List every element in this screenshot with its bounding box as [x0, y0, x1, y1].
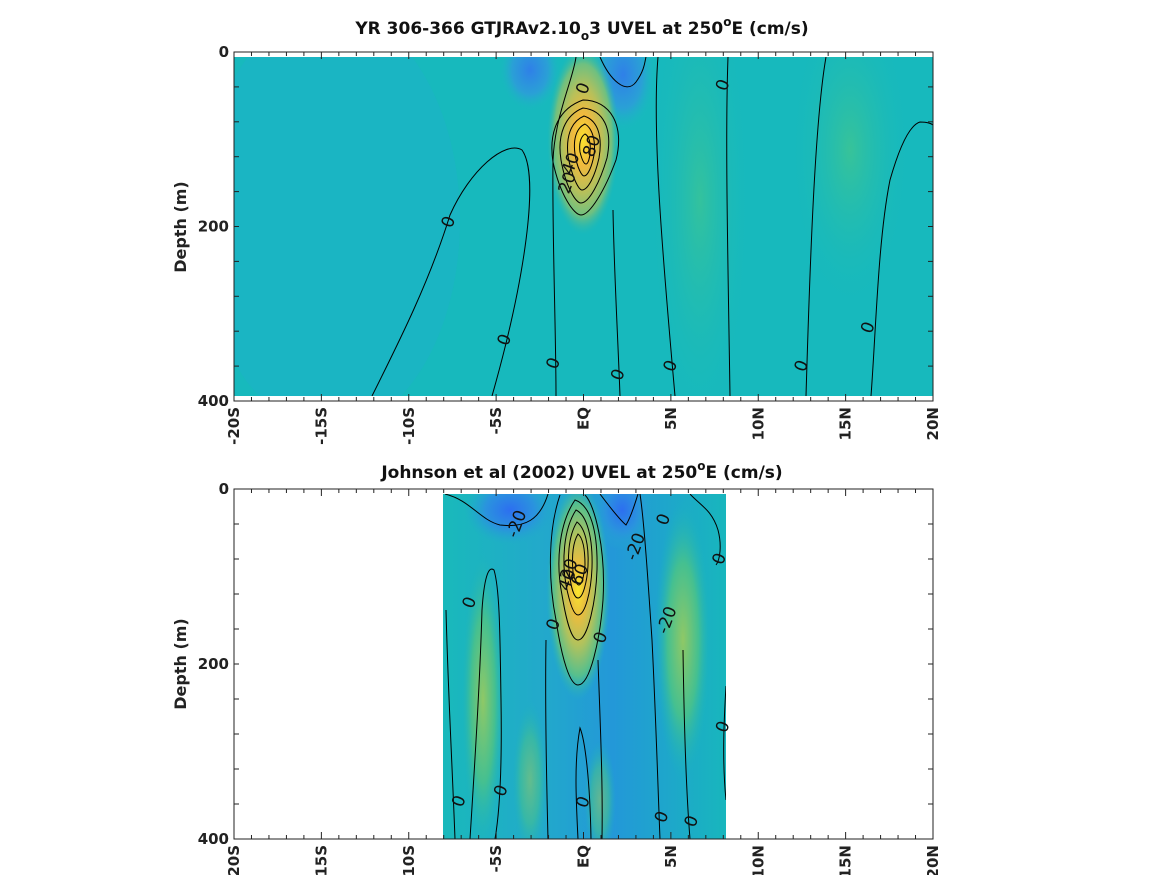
x-tick-label: -5S [487, 845, 505, 872]
x-tick-label: -15S [312, 845, 330, 875]
panel-1-ticks: -20S -15S -10S -5S EQ 5N 10N 15N 20N 0 200 400 [198, 43, 942, 445]
y-tick-label: 200 [198, 218, 229, 236]
x-tick-label: -20S [225, 407, 243, 445]
panel-2-ylabel: Depth (m) [171, 618, 190, 710]
x-tick-label: 20N [924, 407, 942, 440]
panel-1-velocity-field [234, 57, 933, 396]
y-tick-label: 0 [219, 43, 229, 61]
x-tick-label: 5N [662, 407, 680, 430]
y-tick-label: 400 [198, 392, 229, 410]
panel-2-title: Johnson et al (2002) UVEL at 250oE (cm/s… [380, 459, 782, 483]
x-tick-label: 10N [749, 845, 767, 875]
x-tick-label: -15S [312, 407, 330, 445]
panel-2-contours [444, 494, 726, 839]
y-tick-label: 200 [198, 655, 229, 673]
y-tick-label: 0 [219, 480, 229, 498]
panel-2-ticks: -20S -15S -10S -5S EQ 5N 10N 15N 20N 0 200 400 [198, 480, 942, 875]
y-tick-label: 400 [198, 830, 229, 848]
x-tick-label: 15N [837, 845, 855, 875]
x-tick-label: 5N [662, 845, 680, 868]
x-tick-label: -5S [487, 407, 505, 434]
panel-1-contours [371, 57, 933, 396]
panel-1-model: YR 306-366 GTJRAv2.10o3 UVEL at 250oE (c… [171, 15, 942, 445]
panel-1-ylabel: Depth (m) [171, 181, 190, 273]
x-tick-label: EQ [575, 845, 593, 868]
panel-2-observations: Johnson et al (2002) UVEL at 250oE (cm/s… [171, 459, 942, 875]
x-tick-label: 20N [924, 845, 942, 875]
x-tick-label: 10N [749, 407, 767, 440]
x-tick-label: EQ [575, 407, 593, 430]
x-tick-label: 15N [837, 407, 855, 440]
x-tick-label: -10S [400, 845, 418, 875]
x-tick-label: -10S [400, 407, 418, 445]
x-tick-label: -20S [225, 845, 243, 875]
panel-1-title: YR 306-366 GTJRAv2.10o3 UVEL at 250oE (c… [354, 15, 808, 43]
panel-2-velocity-field [443, 494, 726, 839]
